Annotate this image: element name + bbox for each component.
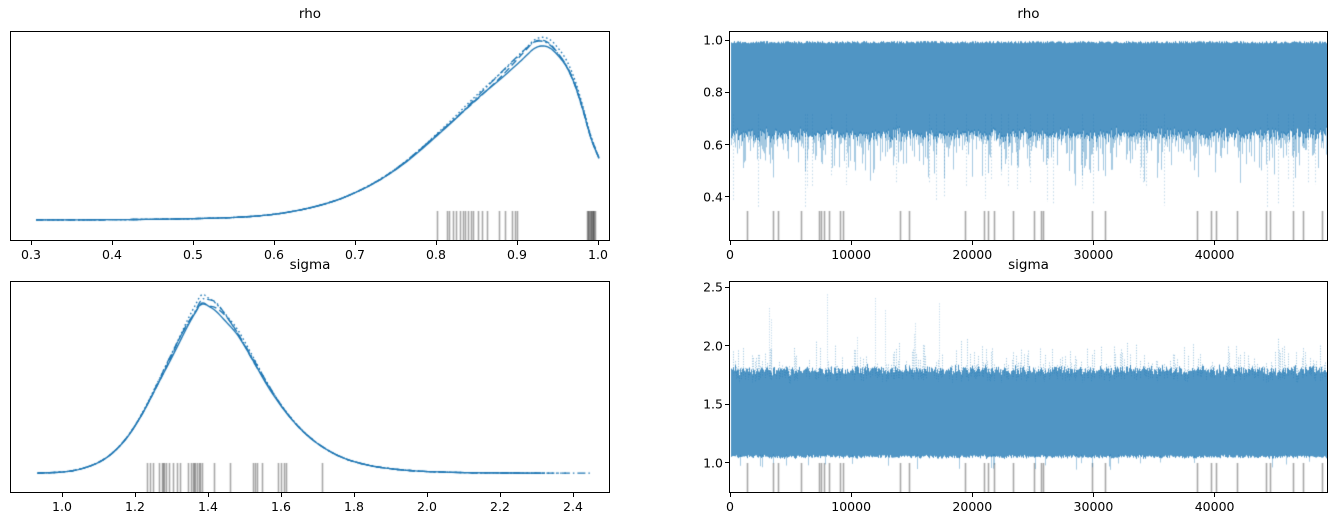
- y-tick-mark: [725, 91, 729, 93]
- x-tick-mark: [1214, 241, 1216, 245]
- x-tick-label: 10000: [831, 247, 872, 262]
- x-tick-label: 0.6: [264, 247, 284, 262]
- x-tick-label: 0: [726, 247, 734, 262]
- x-tick-mark: [850, 493, 852, 497]
- x-tick-mark: [354, 241, 356, 245]
- x-tick-label: 0: [726, 499, 734, 514]
- x-tick-mark: [729, 493, 731, 497]
- x-tick-label: 1.4: [198, 499, 218, 514]
- x-tick-label: 20000: [952, 247, 993, 262]
- x-tick-label: 0.3: [21, 247, 41, 262]
- x-tick-label: 1.8: [344, 499, 364, 514]
- y-tick-label: 1.5: [703, 396, 723, 412]
- y-tick-label: 0.8: [703, 84, 723, 100]
- x-tick-label: 1.0: [588, 247, 608, 262]
- y-tick-label: 1.0: [703, 32, 723, 48]
- axes-rho-density: [10, 31, 610, 241]
- x-tick-mark: [280, 493, 282, 497]
- x-tick-label: 2.0: [417, 499, 437, 514]
- x-tick-mark: [572, 493, 574, 497]
- y-tick-mark: [725, 286, 729, 288]
- x-tick-label: 40000: [1194, 247, 1235, 262]
- y-tick-mark: [725, 144, 729, 146]
- y-tick-label: 1.0: [703, 455, 723, 471]
- axes-sigma-density: [10, 281, 610, 493]
- y-tick-mark: [725, 345, 729, 347]
- x-tick-mark: [1214, 493, 1216, 497]
- y-tick-label: 2.5: [703, 279, 723, 295]
- x-tick-label: 10000: [831, 499, 872, 514]
- x-tick-mark: [207, 493, 209, 497]
- sigma-density-canvas: [11, 282, 609, 492]
- x-tick-label: 2.2: [490, 499, 510, 514]
- x-tick-label: 40000: [1194, 499, 1235, 514]
- x-tick-label: 0.4: [102, 247, 122, 262]
- y-tick-mark: [725, 462, 729, 464]
- x-tick-mark: [499, 493, 501, 497]
- subplot-title-sigma-density: sigma: [289, 257, 331, 273]
- axes-sigma-trace: [729, 281, 1328, 493]
- y-tick-mark: [725, 403, 729, 405]
- axes-rho-trace: [729, 31, 1328, 241]
- x-tick-mark: [111, 241, 113, 245]
- x-tick-mark: [597, 241, 599, 245]
- x-tick-mark: [850, 241, 852, 245]
- x-tick-mark: [1092, 241, 1094, 245]
- y-tick-mark: [725, 39, 729, 41]
- x-tick-mark: [353, 493, 355, 497]
- rho-trace-canvas: [730, 32, 1327, 240]
- x-tick-label: 1.0: [52, 499, 72, 514]
- subplot-title-rho-density: rho: [298, 6, 322, 22]
- x-tick-mark: [729, 241, 731, 245]
- x-tick-mark: [61, 493, 63, 497]
- y-tick-mark: [725, 196, 729, 198]
- subplot-title-sigma-trace: sigma: [1008, 257, 1049, 273]
- x-tick-label: 1.6: [271, 499, 291, 514]
- y-tick-label: 0.6: [703, 137, 723, 153]
- x-tick-mark: [971, 241, 973, 245]
- x-tick-mark: [971, 493, 973, 497]
- x-tick-mark: [192, 241, 194, 245]
- y-tick-label: 2.0: [703, 338, 723, 354]
- x-tick-label: 1.2: [125, 499, 145, 514]
- x-tick-label: 0.5: [183, 247, 203, 262]
- x-tick-mark: [134, 493, 136, 497]
- subplot-title-rho-trace: rho: [1017, 6, 1040, 22]
- sigma-trace-canvas: [730, 282, 1327, 492]
- x-tick-label: 30000: [1073, 499, 1114, 514]
- x-tick-label: 0.9: [507, 247, 527, 262]
- x-tick-label: 30000: [1073, 247, 1114, 262]
- x-tick-label: 0.8: [426, 247, 446, 262]
- x-tick-label: 2.4: [563, 499, 583, 514]
- x-tick-mark: [273, 241, 275, 245]
- x-tick-mark: [1092, 493, 1094, 497]
- rho-density-canvas: [11, 32, 609, 240]
- y-tick-label: 0.4: [703, 189, 723, 205]
- x-tick-mark: [516, 241, 518, 245]
- x-tick-label: 0.7: [345, 247, 365, 262]
- x-tick-label: 20000: [952, 499, 993, 514]
- x-tick-mark: [30, 241, 32, 245]
- x-tick-mark: [435, 241, 437, 245]
- x-tick-mark: [426, 493, 428, 497]
